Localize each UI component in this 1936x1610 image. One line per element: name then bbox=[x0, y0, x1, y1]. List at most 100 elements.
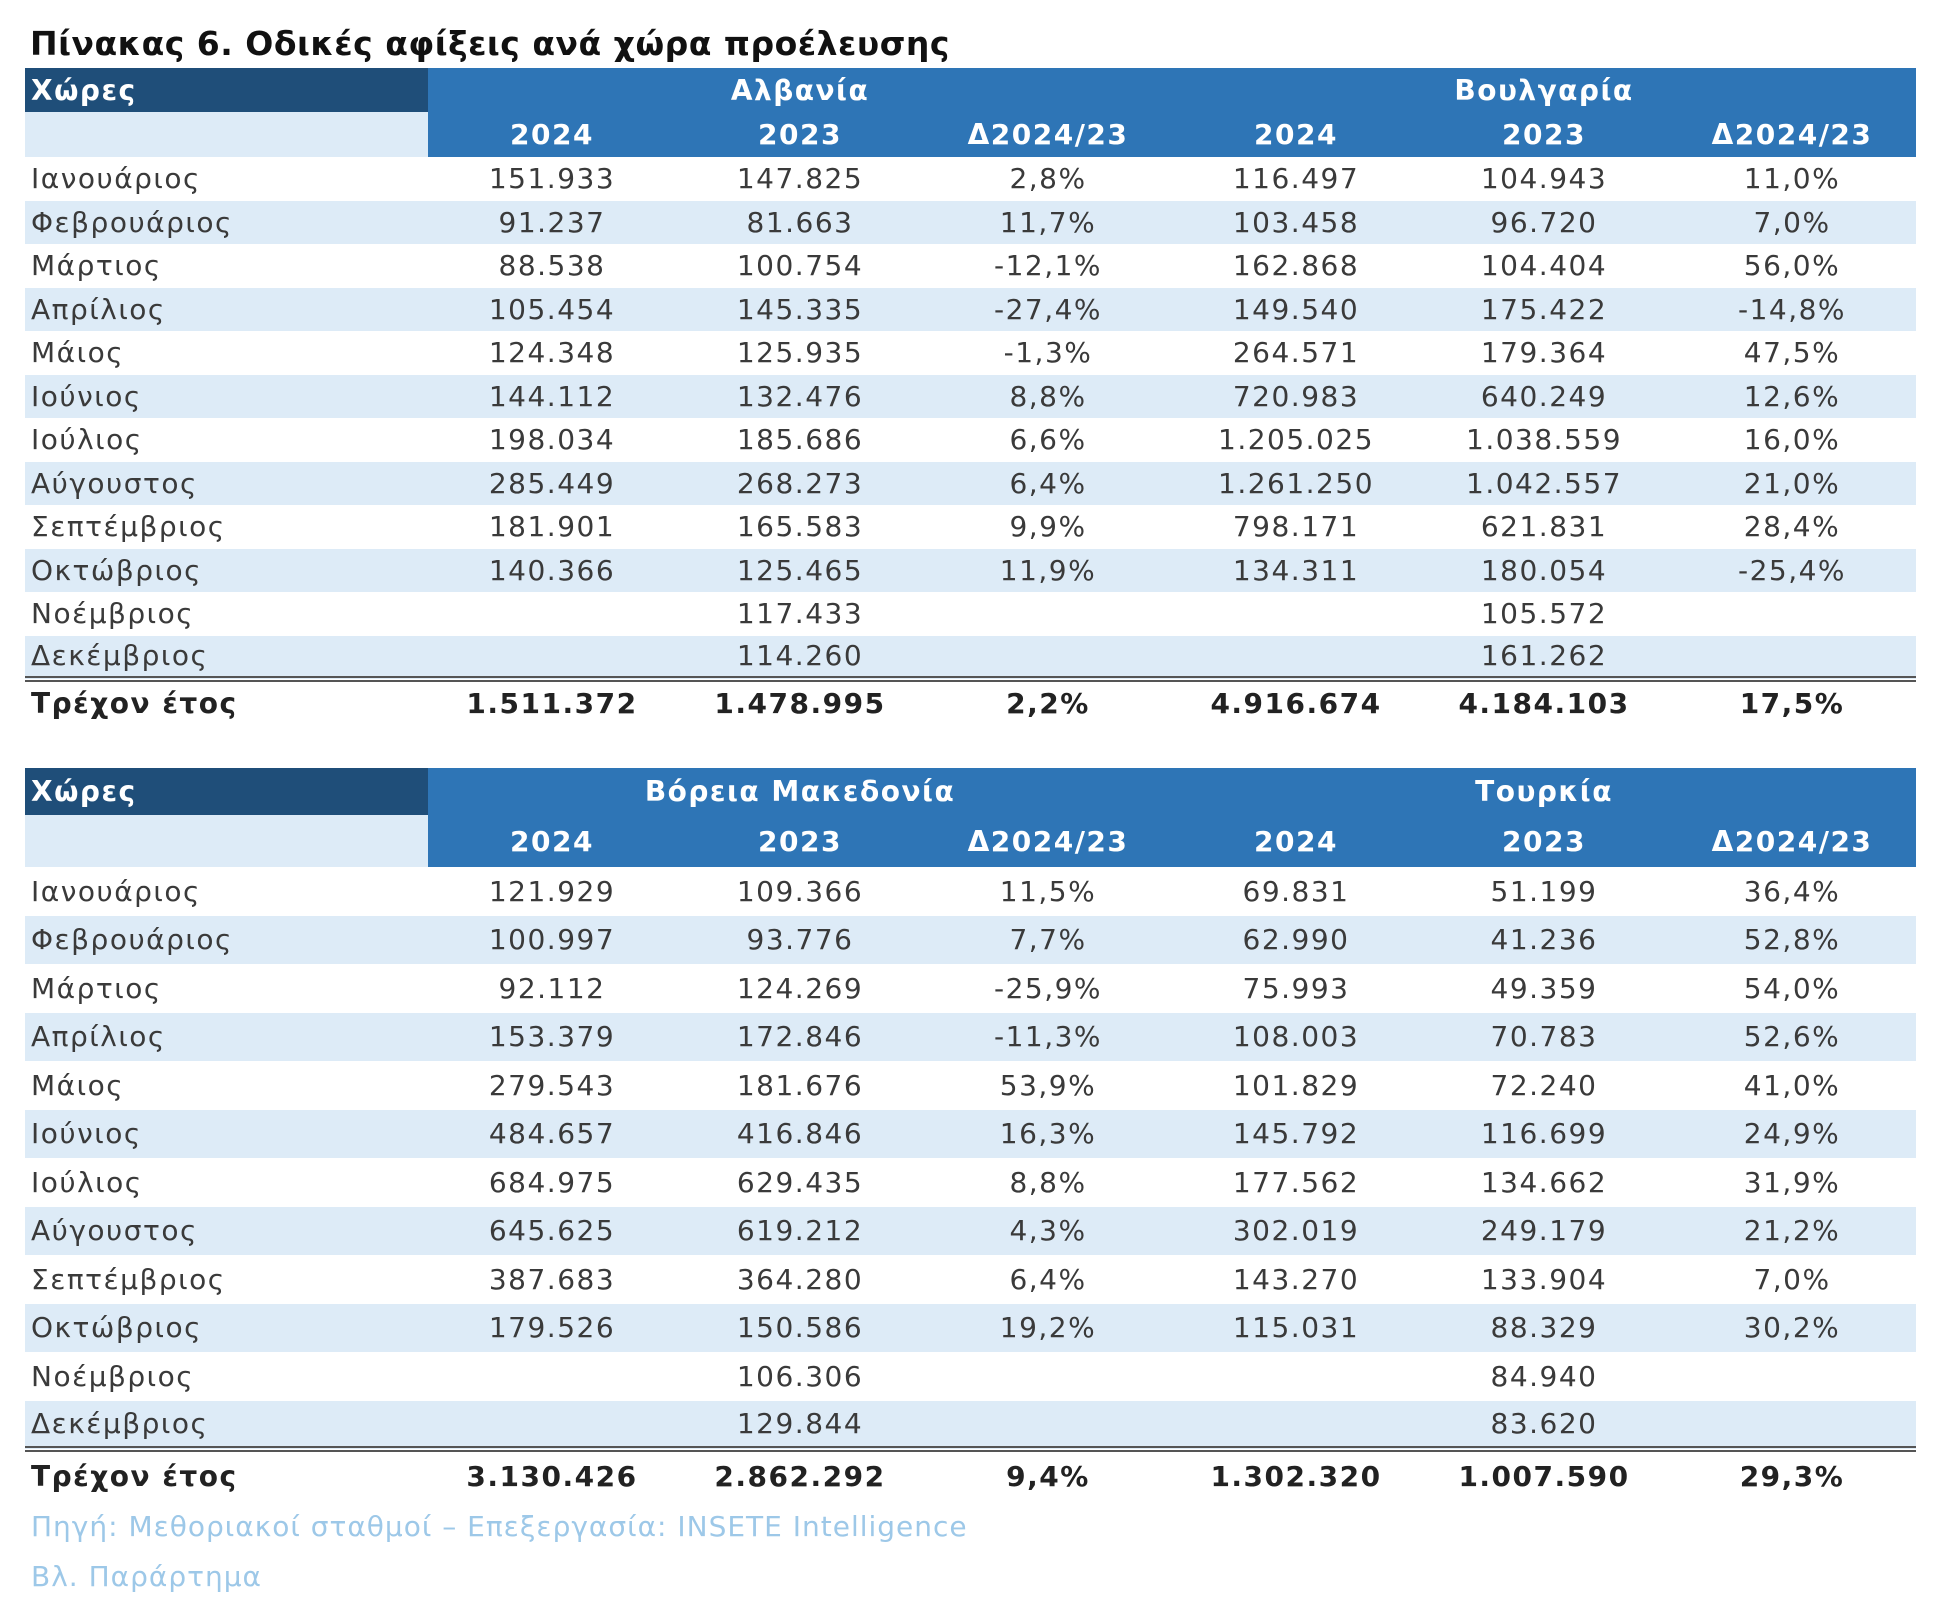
table-cell: 72.240 bbox=[1490, 1068, 1598, 1102]
table-cell: 133.904 bbox=[1480, 1262, 1608, 1296]
table-row: Αύγουστος 285.449 268.273 6,4% 1.261.250 1.04… bbox=[25, 461, 1917, 505]
table-cell: 1.205.025 bbox=[1218, 423, 1375, 457]
table-cell bbox=[924, 635, 1173, 679]
row-label: Αύγουστος bbox=[25, 461, 428, 505]
row-label: Απρίλιος bbox=[25, 287, 428, 331]
table-cell: -27,4% bbox=[924, 287, 1173, 331]
table-cell: 100.997 bbox=[428, 915, 676, 964]
corner-blank bbox=[25, 112, 428, 157]
table-cell: 83.620 bbox=[1420, 1400, 1669, 1449]
table-cell: 41,0% bbox=[1743, 1068, 1841, 1102]
table-cell: 140.366 bbox=[428, 548, 676, 592]
table-cell bbox=[428, 635, 676, 679]
table-cell bbox=[1172, 635, 1421, 679]
country-header: Αλβανία bbox=[428, 68, 1173, 112]
column-header: Δ2024/23 bbox=[1668, 112, 1917, 157]
table-cell: 75.993 bbox=[1242, 971, 1350, 1005]
corner-label: Χώρες bbox=[25, 768, 428, 815]
table-cell: 28,4% bbox=[1743, 510, 1841, 544]
table-albania-bulgaria: Χώρες Αλβανία Βουλγαρία 2024 2023 Δ2024/… bbox=[25, 68, 1917, 725]
table-row: Νοέμβριος 106.306 84.940 bbox=[25, 1352, 1916, 1401]
row-label: Μάιος bbox=[31, 1068, 125, 1102]
row-label: Φεβρουάριος bbox=[25, 915, 428, 964]
table-cell: 4.916.674 bbox=[1172, 676, 1421, 725]
table-cell: 93.776 bbox=[676, 915, 924, 964]
table-cell: 285.449 bbox=[428, 461, 676, 505]
table-cell: 1.261.250 bbox=[1172, 461, 1421, 505]
table-cell: 302.019 bbox=[1172, 1206, 1421, 1255]
table-cell bbox=[1172, 1352, 1420, 1401]
table-cell bbox=[1668, 1352, 1916, 1401]
page-title: Πίνακας 6. Οδικές αφίξεις ανά χώρα προέλ… bbox=[30, 24, 950, 63]
table-cell: 134.311 bbox=[1172, 548, 1421, 592]
table-cell: 645.625 bbox=[428, 1206, 676, 1255]
table-row: Οκτώβριος 140.366 125.465 11,9% 134.311 180.0… bbox=[25, 548, 1917, 592]
table-cell: 47,5% bbox=[1743, 336, 1841, 370]
table-cell: 177.562 bbox=[1232, 1165, 1360, 1199]
table-row: Ιούνιος 484.657 416.846 16,3% 145.792 116.699… bbox=[25, 1109, 1917, 1158]
table-cell: 53,9% bbox=[999, 1068, 1097, 1102]
table-cell: 21,0% bbox=[1668, 461, 1917, 505]
table-cell: -11,3% bbox=[924, 1012, 1173, 1061]
table-row: Ιούλιος 684.975 629.435 8,8% 177.562 134.662 3… bbox=[25, 1158, 1916, 1207]
column-header: Δ2024/23 bbox=[924, 112, 1173, 157]
country-header-row: Χώρες Αλβανία Βουλγαρία bbox=[25, 68, 1917, 112]
total-row: Τρέχον έτος 3.130.426 2.862.292 9,4% 1.302.3… bbox=[25, 1446, 1917, 1501]
column-header: 2023 bbox=[676, 815, 924, 867]
table-cell: 129.844 bbox=[676, 1400, 924, 1449]
table-cell: 16,3% bbox=[924, 1109, 1173, 1158]
table-cell: 7,7% bbox=[924, 915, 1173, 964]
table-cell: 165.583 bbox=[736, 510, 864, 544]
table-cell: 124.269 bbox=[736, 971, 864, 1005]
table-cell: 52,8% bbox=[1668, 915, 1917, 964]
table-row: Οκτώβριος 179.526 150.586 19,2% 115.031 88.32… bbox=[25, 1303, 1917, 1352]
table-cell: 162.868 bbox=[1232, 249, 1360, 283]
table-cell: 798.171 bbox=[1232, 510, 1360, 544]
table-cell: 1.038.559 bbox=[1466, 423, 1623, 457]
table-cell: 81.663 bbox=[676, 200, 924, 244]
table-cell: 684.975 bbox=[488, 1165, 616, 1199]
table-cell: 24,9% bbox=[1668, 1109, 1917, 1158]
table-cell: 49.359 bbox=[1490, 971, 1598, 1005]
table-cell: 2.862.292 bbox=[676, 1446, 924, 1501]
table-cell: 145.792 bbox=[1172, 1109, 1421, 1158]
table-cell: 619.212 bbox=[676, 1206, 924, 1255]
table-cell: 116.699 bbox=[1420, 1109, 1669, 1158]
table-cell bbox=[428, 1352, 676, 1401]
year-header-row: 2024 2023 Δ2024/23 2024 2023 Δ2024/23 bbox=[25, 112, 1917, 157]
table-cell: 70.783 bbox=[1420, 1012, 1669, 1061]
row-label: Ιανουάριος bbox=[31, 874, 201, 908]
table-cell bbox=[924, 1352, 1172, 1401]
table-row: Φεβρουάριος 100.997 93.776 7,7% 62.990 41.236… bbox=[25, 915, 1917, 964]
table-cell: 30,2% bbox=[1668, 1303, 1917, 1352]
column-header: 2024 bbox=[1172, 815, 1421, 867]
table-cell: 179.364 bbox=[1480, 336, 1608, 370]
corner-label: Χώρες bbox=[25, 68, 428, 112]
table-cell: 21,2% bbox=[1668, 1206, 1917, 1255]
table-cell: 105.454 bbox=[428, 287, 676, 331]
table-cell: 103.458 bbox=[1172, 200, 1421, 244]
table-cell bbox=[1172, 1400, 1421, 1449]
table-cell: 62.990 bbox=[1172, 915, 1421, 964]
table-cell: 108.003 bbox=[1172, 1012, 1421, 1061]
total-row: Τρέχον έτος 1.511.372 1.478.995 2,2% 4.916.6… bbox=[25, 676, 1917, 725]
table-cell: 4,3% bbox=[924, 1206, 1173, 1255]
table-cell: 124.348 bbox=[488, 336, 616, 370]
country-header: Τουρκία bbox=[1172, 768, 1917, 815]
column-header: 2023 bbox=[1420, 112, 1669, 157]
table-cell: 720.983 bbox=[1172, 374, 1421, 418]
table-cell: 640.249 bbox=[1420, 374, 1669, 418]
country-header-row: Χώρες Βόρεια Μακεδονία Τουρκία bbox=[25, 768, 1917, 815]
table-cell: 51.199 bbox=[1490, 874, 1598, 908]
country-header: Βόρεια Μακεδονία bbox=[428, 768, 1173, 815]
table-cell: 1.478.995 bbox=[676, 676, 924, 725]
row-label: Απρίλιος bbox=[25, 1012, 428, 1061]
column-header: 2024 bbox=[1172, 112, 1421, 157]
row-label: Νοέμβριος bbox=[31, 597, 195, 631]
table-cell: 9,9% bbox=[1009, 510, 1087, 544]
table-cell: 145.335 bbox=[676, 287, 924, 331]
row-label: Σεπτέμβριος bbox=[31, 510, 226, 544]
table-cell: 104.943 bbox=[1480, 162, 1608, 196]
column-header: 2024 bbox=[428, 815, 676, 867]
table-cell: 279.543 bbox=[488, 1068, 616, 1102]
